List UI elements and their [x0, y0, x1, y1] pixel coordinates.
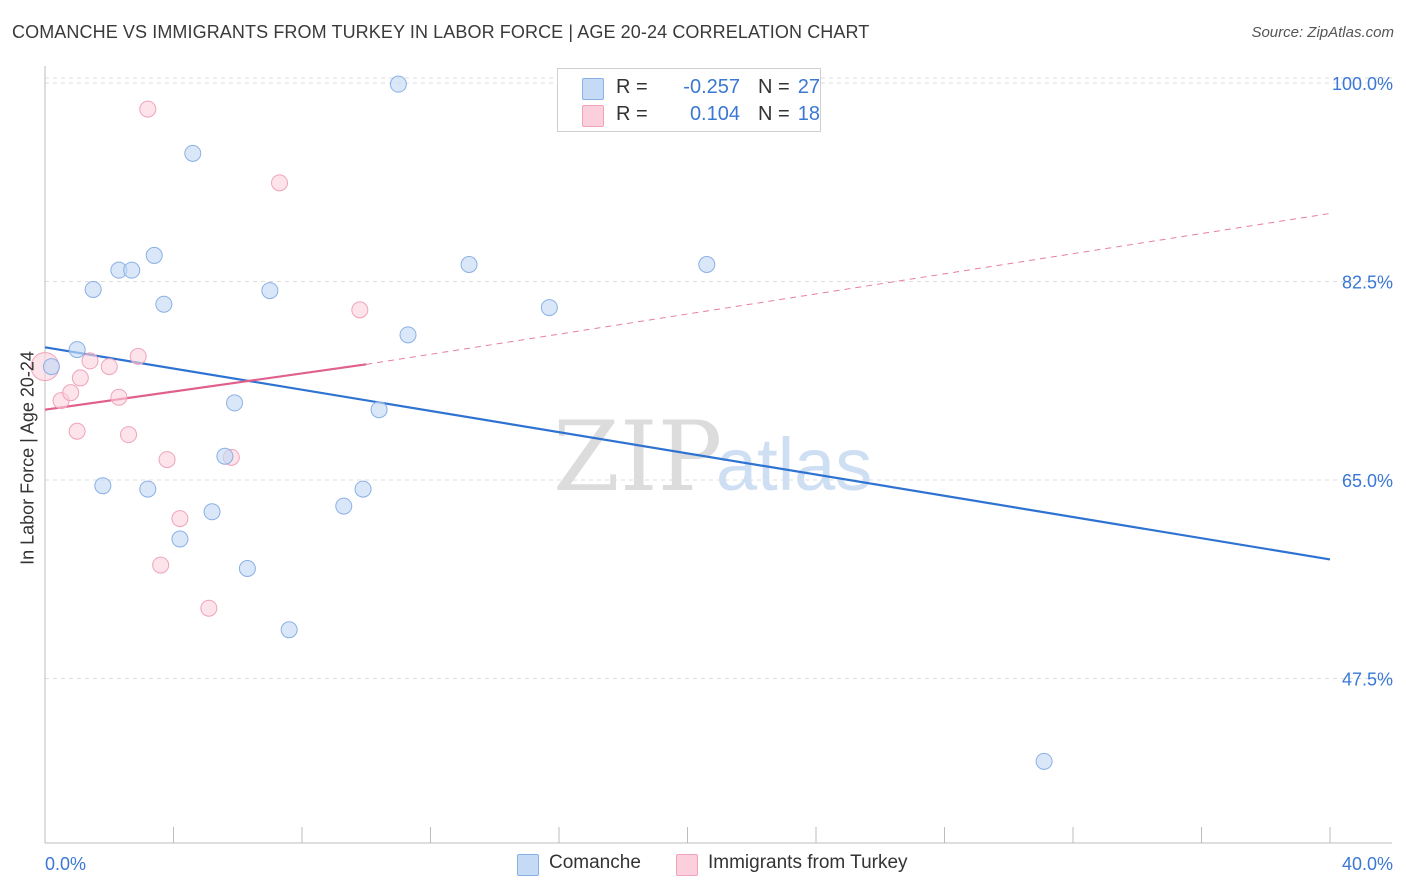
- turkey-point: [120, 426, 138, 444]
- n-label: N =: [758, 103, 790, 125]
- comanche-point: [123, 261, 141, 279]
- grid-lines: [45, 77, 1392, 680]
- comanche-point: [216, 447, 234, 465]
- turkey-point: [158, 451, 176, 469]
- turkey-point: [129, 347, 147, 365]
- turkey-point: [171, 510, 189, 528]
- data-points: [30, 75, 1053, 770]
- comanche-point: [389, 75, 407, 93]
- n-label: N =: [758, 76, 790, 98]
- comanche-point: [68, 341, 86, 359]
- r-label: R =: [616, 76, 648, 98]
- comanche-swatch: [517, 854, 539, 876]
- comanche-point: [238, 559, 256, 577]
- comanche-point: [226, 394, 244, 412]
- chart-title: COMANCHE VS IMMIGRANTS FROM TURKEY IN LA…: [12, 22, 870, 42]
- legend-label-turkey: Immigrants from Turkey: [708, 852, 908, 873]
- turkey-point: [81, 352, 99, 370]
- watermark: ZIP atlas: [553, 401, 872, 513]
- comanche-point: [94, 477, 112, 495]
- comanche-point: [1035, 752, 1053, 770]
- watermark-zip: ZIP: [553, 401, 722, 513]
- comanche-point: [280, 621, 298, 639]
- y-axis-title: In Labor Force | Age 20-24: [17, 351, 38, 565]
- comanche-point: [84, 280, 102, 298]
- y-tick-label: 65.0%: [1342, 471, 1393, 491]
- comanche-point: [261, 282, 279, 300]
- legend-label-comanche: Comanche: [549, 852, 641, 873]
- turkey-point: [62, 384, 80, 402]
- comanche-point: [155, 295, 173, 313]
- y-tick-label: 82.5%: [1342, 273, 1393, 293]
- n-value: 18: [797, 103, 820, 125]
- turkey-point: [110, 388, 128, 406]
- turkey-swatch: [676, 854, 698, 876]
- turkey-point: [100, 358, 118, 376]
- y-tick-label: 100.0%: [1332, 74, 1393, 94]
- comanche-point: [145, 246, 163, 264]
- comanche-point: [540, 299, 558, 317]
- tick-labels: 47.5% 65.0% 82.5% 100.0% 0.0% 40.0%: [45, 74, 1393, 874]
- n-value: 27: [797, 76, 820, 98]
- turkey-point: [139, 100, 157, 118]
- comanche-point: [184, 144, 202, 162]
- comanche-point: [370, 401, 388, 419]
- source-label: Source: ZipAtlas.com: [1251, 24, 1394, 41]
- r-label: R =: [616, 103, 648, 125]
- comanche-point: [354, 480, 372, 498]
- turkey-point: [71, 369, 89, 387]
- turkey-swatch: [582, 105, 604, 127]
- turkey-trend-line: [44, 363, 367, 411]
- turkey-point: [200, 599, 218, 617]
- comanche-point: [203, 503, 221, 521]
- turkey-point: [68, 422, 86, 440]
- comanche-trend-line: [44, 346, 1331, 561]
- trend-lines: [44, 212, 1331, 561]
- x-tick-label: 40.0%: [1342, 854, 1393, 874]
- comanche-swatch: [582, 78, 604, 100]
- turkey-point: [152, 556, 170, 574]
- comanche-point: [399, 326, 417, 344]
- comanche-point: [698, 256, 716, 274]
- r-value: -0.257: [683, 76, 740, 98]
- comanche-point: [139, 480, 157, 498]
- correlation-legend: R = -0.257 N = 27 R = 0.104 N = 18: [557, 68, 821, 132]
- y-tick-label: 47.5%: [1342, 670, 1393, 690]
- x-tick-label: 0.0%: [45, 854, 86, 874]
- comanche-point: [335, 497, 353, 515]
- watermark-atlas: atlas: [716, 423, 872, 506]
- r-value: 0.104: [689, 103, 740, 125]
- turkey-point: [271, 174, 289, 192]
- comanche-point: [460, 256, 478, 274]
- comanche-point: [42, 358, 60, 376]
- axes: [44, 66, 1392, 844]
- turkey-point: [351, 301, 369, 319]
- turkey-trend-extension: [366, 212, 1331, 365]
- comanche-point: [171, 530, 189, 548]
